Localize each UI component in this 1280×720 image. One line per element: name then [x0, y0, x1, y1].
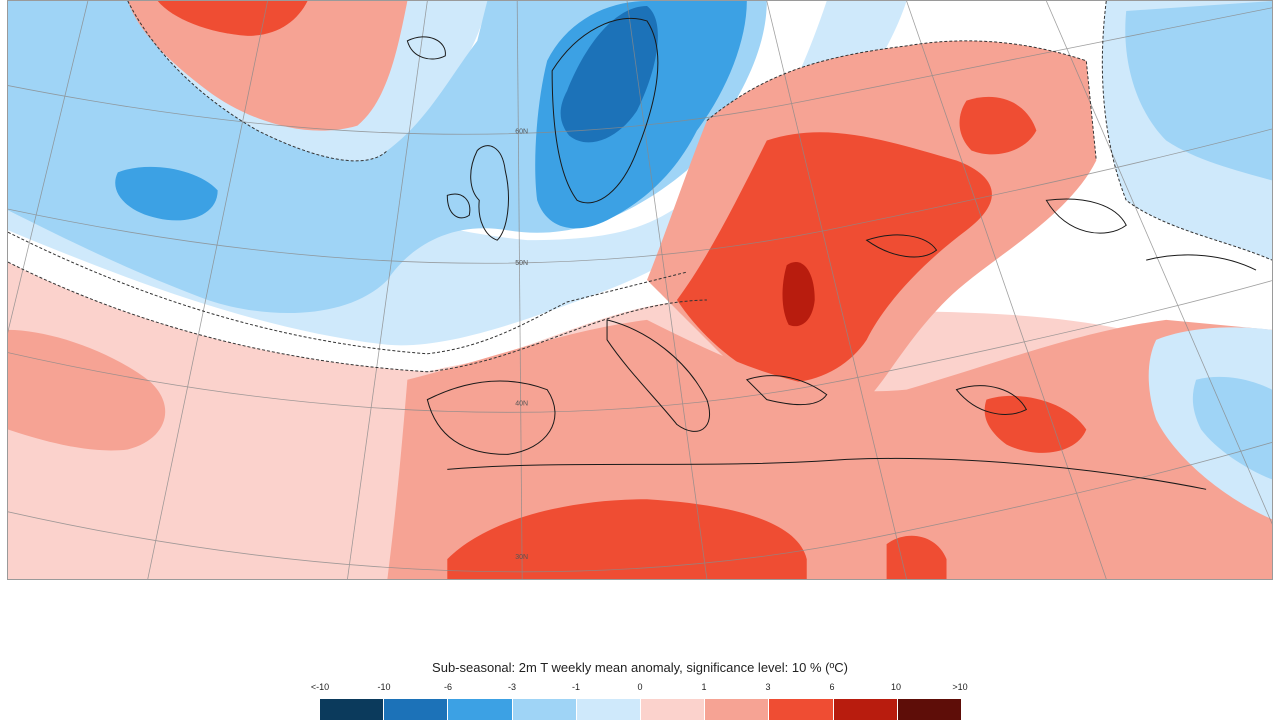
anomaly-field-strong-warm-sahara [447, 499, 807, 579]
legend-tick: -6 [443, 682, 453, 692]
legend-tick: -1 [571, 682, 581, 692]
grid-label-40n: 40N [515, 401, 528, 408]
legend-colorbar [320, 699, 962, 720]
anomaly-field-warm-subtropical-atlantic [8, 329, 166, 451]
legend-title: Sub-seasonal: 2m T weekly mean anomaly, … [432, 660, 848, 675]
grid-label-30n: 30N [515, 554, 528, 561]
legend-swatch [769, 699, 834, 720]
legend-swatch [512, 699, 577, 720]
legend-swatch [320, 699, 385, 720]
legend-swatch [448, 699, 513, 720]
map-canvas: 60N 50N 40N 30N [8, 1, 1272, 579]
legend-swatch [833, 699, 898, 720]
legend-tick: -3 [507, 682, 517, 692]
legend-tick: <-10 [310, 682, 330, 692]
legend-tick: 10 [890, 682, 902, 692]
anomaly-field-neutral-band [8, 230, 687, 372]
grid-labels: 60N 50N 40N 30N [515, 129, 528, 562]
color-legend: <-10 -10 -6 -3 -1 0 1 3 6 10 >10 [311, 682, 968, 720]
significance-contours [8, 1, 1272, 373]
anomaly-map: 60N 50N 40N 30N [7, 0, 1273, 580]
legend-tick: 0 [637, 682, 643, 692]
legend-tick: -10 [377, 682, 391, 692]
anomaly-field-warm-greenland [127, 1, 408, 131]
anomaly-field-strong-warm-greenland [157, 1, 308, 36]
legend-tick: 1 [701, 682, 707, 692]
anomaly-field-moderate-cold-far-east [1125, 1, 1272, 480]
anomaly-field-strong-warm-balkans [676, 132, 992, 383]
coastlines [406, 17, 1257, 490]
legend-tick: 3 [765, 682, 771, 692]
anomaly-field-strong-warm-east [886, 395, 1087, 579]
anomaly-field-strong-cold-scandinavia [560, 5, 658, 143]
anomaly-field-strong-warm-russia [959, 96, 1037, 155]
legend-swatch [705, 699, 770, 720]
legend-swatch [897, 699, 962, 720]
legend-swatch [641, 699, 706, 720]
grid-label-60n: 60N [515, 129, 528, 136]
graticule [8, 1, 1272, 579]
legend-tick: 6 [829, 682, 835, 692]
legend-swatch [384, 699, 449, 720]
anomaly-field-very-strong-warm-core [782, 262, 815, 327]
legend-tick: >10 [952, 682, 968, 692]
legend-swatch [576, 699, 642, 720]
grid-label-50n: 50N [515, 260, 528, 267]
anomaly-field-moderate-cold-patch [115, 166, 218, 221]
